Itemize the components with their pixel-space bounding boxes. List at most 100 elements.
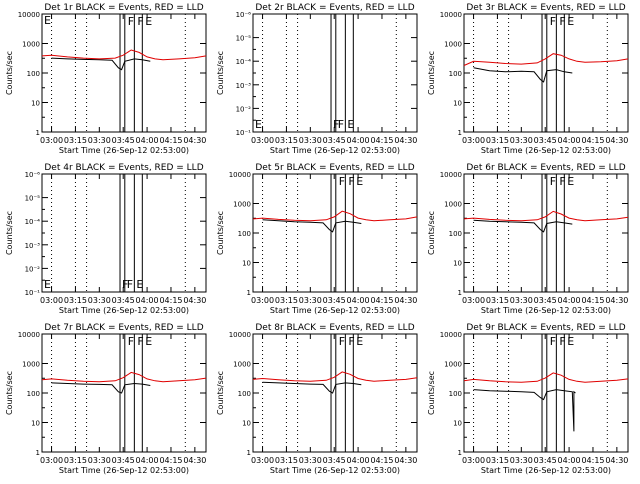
y-tick-label: 10	[242, 420, 251, 428]
y-tick-label: 100	[238, 230, 251, 238]
y-tick-label: 10⁻⁴	[25, 218, 41, 226]
y-tick-label: 10000	[229, 171, 251, 179]
y-tick-label: 1000	[233, 361, 251, 369]
flag-label: F	[339, 175, 345, 188]
events-line	[473, 389, 576, 432]
panel-title: Det 4r BLACK = Events, RED = LLD	[44, 163, 203, 173]
y-tick-label: 100	[27, 70, 40, 78]
y-tick-label: 10000	[18, 331, 40, 339]
panel-det-4r: Det 4r BLACK = Events, RED = LLD 03:00 03:…	[5, 163, 207, 315]
x-tick-label: 04:30	[394, 296, 417, 305]
x-tick-label: 03:30	[299, 296, 322, 305]
x-tick-label: 03:15	[275, 456, 298, 465]
x-tick-label: 03:15	[64, 136, 87, 145]
x-tick-label: 04:15	[159, 296, 182, 305]
events-line	[473, 219, 573, 233]
x-tick-label: 03:00	[462, 296, 485, 305]
plot-frame	[463, 173, 629, 293]
x-axis-label: Start Time (26-Sep-12 02:53:00)	[481, 146, 611, 155]
x-tick-label: 03:15	[486, 296, 509, 305]
plot-frame	[252, 13, 418, 133]
y-tick-label: 10⁻³	[25, 242, 41, 250]
y-tick-label: 1	[36, 449, 40, 457]
lld-line	[252, 210, 418, 222]
x-axis-label: Start Time (26-Sep-12 02:53:00)	[481, 466, 611, 475]
y-axis-label: Counts/sec	[427, 371, 436, 415]
x-tick-label: 04:30	[605, 456, 628, 465]
flag-label: F	[550, 15, 556, 28]
x-tick-label: 03:00	[251, 296, 274, 305]
events-line	[473, 67, 573, 83]
plot-frame	[41, 333, 207, 453]
y-tick-label: 10⁻¹	[236, 129, 252, 137]
x-tick-label: 03:45	[112, 136, 135, 145]
lld-line	[463, 372, 629, 383]
x-tick-label: 03:00	[251, 456, 274, 465]
y-tick-label: 100	[238, 390, 251, 398]
x-tick-label: 04:30	[394, 136, 417, 145]
y-axis-label: Counts/sec	[5, 371, 14, 415]
x-tick-label: 04:15	[581, 296, 604, 305]
x-tick-label: 04:15	[159, 136, 182, 145]
x-tick-label: 04:00	[347, 456, 370, 465]
y-tick-label: 1000	[22, 361, 40, 369]
flag-label: F	[348, 175, 354, 188]
flag-label: E	[356, 175, 363, 188]
flag-label: F	[128, 335, 134, 348]
y-tick-label: 100	[449, 390, 462, 398]
x-tick-label: 03:30	[510, 456, 533, 465]
panel-title: Det 8r BLACK = Events, RED = LLD	[255, 323, 414, 333]
panel-title: Det 5r BLACK = Events, RED = LLD	[255, 163, 414, 173]
x-tick-label: 03:15	[275, 136, 298, 145]
events-line	[51, 382, 151, 394]
y-tick-label: 1000	[233, 201, 251, 209]
y-tick-label: 10	[242, 260, 251, 268]
x-tick-label: 03:00	[40, 296, 63, 305]
y-tick-label: 10	[453, 260, 462, 268]
y-axis-label: Counts/sec	[5, 51, 14, 95]
y-tick-label: 1	[247, 449, 251, 457]
x-tick-label: 03:45	[534, 456, 557, 465]
events-line	[262, 219, 362, 233]
events-line	[51, 57, 151, 71]
x-tick-label: 04:15	[581, 456, 604, 465]
panel-det-8r: Det 8r BLACK = Events, RED = LLD 03:00 03:…	[216, 323, 418, 475]
x-tick-label: 04:15	[370, 296, 393, 305]
flag-label: F	[333, 118, 339, 131]
flag-label: F	[128, 15, 134, 28]
flag-label: F	[348, 335, 354, 348]
flag-label: E	[567, 15, 574, 28]
plot-frame	[41, 173, 207, 293]
x-tick-label: 03:45	[323, 296, 346, 305]
flag-label: F	[137, 335, 143, 348]
x-tick-label: 03:00	[40, 136, 63, 145]
y-tick-label: 1	[36, 129, 40, 137]
flag-label: E	[567, 335, 574, 348]
flag-label: E	[145, 15, 152, 28]
y-axis-label: Counts/sec	[216, 211, 225, 255]
flag-label: F	[559, 335, 565, 348]
y-axis-label: Counts/sec	[427, 211, 436, 255]
panel-title: Det 9r BLACK = Events, RED = LLD	[466, 323, 625, 333]
x-tick-label: 04:15	[159, 456, 182, 465]
x-tick-label: 04:30	[394, 456, 417, 465]
plot-frame	[41, 13, 207, 133]
x-tick-label: 04:00	[347, 136, 370, 145]
flag-label: F	[550, 335, 556, 348]
flag-label: F	[339, 335, 345, 348]
y-tick-label: 100	[449, 70, 462, 78]
x-tick-label: 03:30	[88, 296, 111, 305]
x-tick-label: 03:30	[88, 136, 111, 145]
x-tick-label: 03:00	[462, 136, 485, 145]
x-axis-label: Start Time (26-Sep-12 02:53:00)	[59, 306, 189, 315]
x-tick-label: 03:45	[534, 296, 557, 305]
x-tick-label: 03:15	[486, 456, 509, 465]
y-tick-label: 10⁻⁵	[25, 195, 41, 203]
y-tick-label: 10⁻⁵	[236, 35, 252, 43]
y-tick-label: 10	[453, 420, 462, 428]
